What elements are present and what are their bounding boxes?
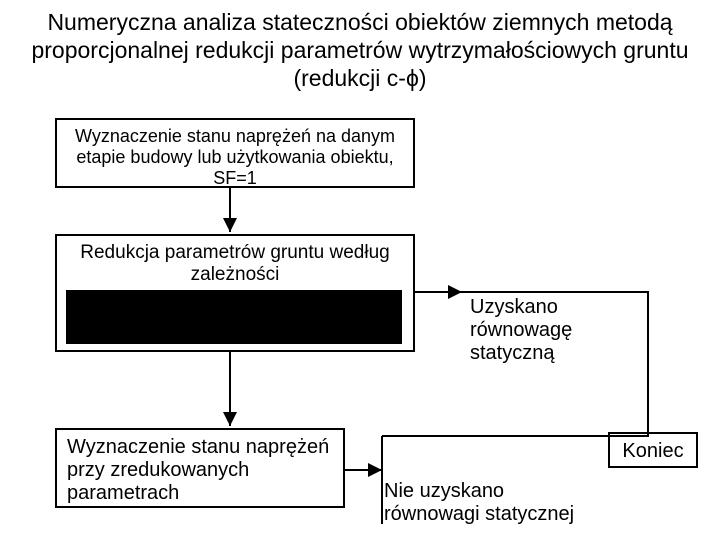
flowchart-box-reduction-label: Redukcja parametrów gruntu według zależn… [67,242,403,286]
diagram-title: Numeryczna analiza stateczności obiektów… [0,8,720,92]
branch-label-equilibrium: Uzyskano równowagę statyczną [470,296,640,365]
branch-label-equilibrium-l1: Uzyskano [470,296,640,319]
flowchart-box-end: Koniec [608,432,698,468]
equation-black-box [66,290,402,344]
branch-label-equilibrium-l2: równowagę [470,319,640,342]
branch-label-no-equilibrium-l2: równowagi statycznej [384,503,604,526]
flowchart-box-reduced-stress: Wyznaczenie stanu naprężeń przy zredukow… [55,428,345,508]
branch-label-equilibrium-l3: statyczną [470,342,640,365]
branch-label-no-equilibrium: Nie uzyskano równowagi statycznej [384,480,604,526]
branch-label-no-equilibrium-l1: Nie uzyskano [384,480,604,503]
flowchart-box-initial-stress: Wyznaczenie stanu naprężeń na danym etap… [55,118,415,188]
